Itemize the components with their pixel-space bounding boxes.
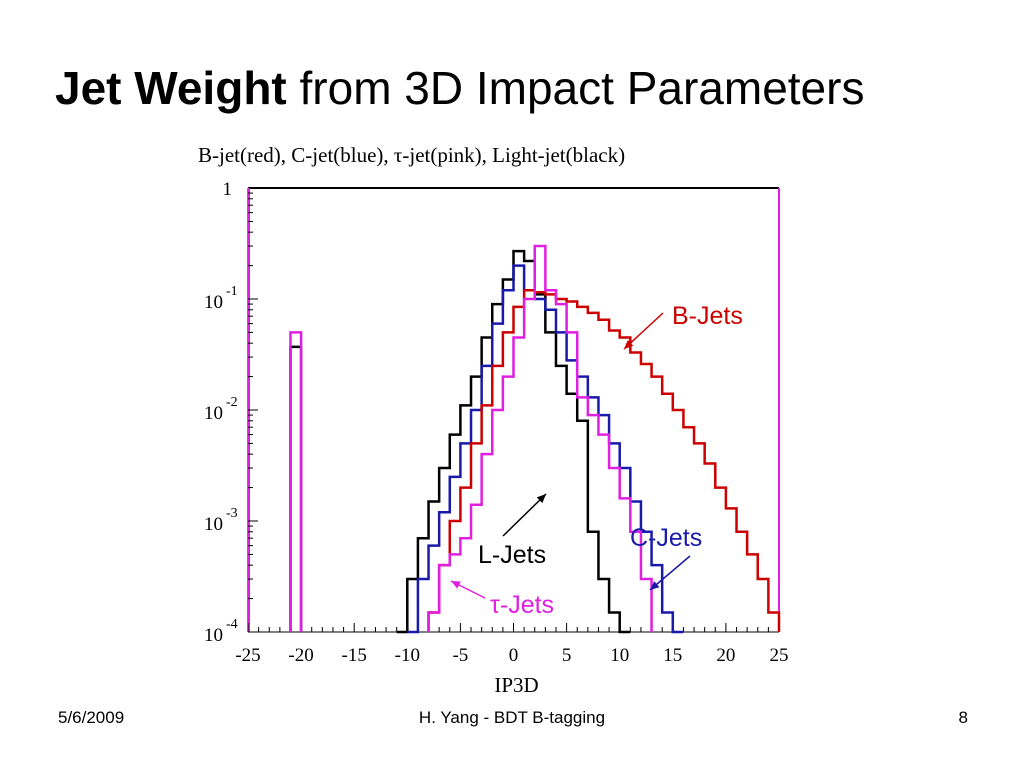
- x-tick-label: -25: [235, 645, 260, 666]
- y-tick-label: 10: [204, 514, 223, 535]
- y-tick-label: 10: [204, 625, 223, 646]
- series-b-jet: [427, 288, 781, 632]
- annotation-arrowhead: [536, 494, 546, 504]
- y-tick-label: 10: [204, 403, 223, 424]
- x-tick-label: 10: [610, 645, 629, 666]
- x-tick-label: -5: [452, 645, 468, 666]
- x-tick-label: 0: [509, 645, 519, 666]
- slide-title: Jet Weight from 3D Impact Parameters: [55, 60, 864, 116]
- annotation-arrowhead: [650, 581, 660, 590]
- y-tick-exponent: -4: [226, 617, 238, 632]
- histogram-step-line: [427, 244, 653, 632]
- x-tick-label: 5: [562, 645, 572, 666]
- x-tick-label: -10: [395, 645, 420, 666]
- annotation-arrow-line: [502, 493, 547, 537]
- x-tick-label: -15: [342, 645, 367, 666]
- series-tau-jet: [289, 244, 653, 632]
- series-c-jet: [407, 264, 684, 634]
- x-tick-label: 25: [770, 645, 789, 666]
- y-tick-exponent: -3: [226, 506, 238, 521]
- histogram-step-line: [427, 288, 781, 632]
- annotation-label: L-Jets: [478, 541, 546, 569]
- spike-bin: [289, 345, 303, 632]
- annotation-arrowhead: [624, 339, 634, 349]
- annotation-arrowhead: [451, 581, 461, 589]
- x-axis-label: IP3D: [494, 673, 538, 697]
- series-light-jet: [289, 249, 631, 634]
- x-tick-label: 20: [716, 645, 735, 666]
- slide-title-rest: from 3D Impact Parameters: [299, 62, 865, 114]
- y-tick-exponent: -2: [226, 395, 238, 410]
- footer-center-text: H. Yang - BDT B-tagging: [418, 708, 606, 727]
- slide-title-bold: Jet Weight: [55, 62, 287, 114]
- chart-title: B-jet(red), C-jet(blue), τ-jet(pink), Li…: [198, 143, 625, 167]
- spike-bin: [289, 331, 303, 632]
- x-tick-label: -20: [288, 645, 313, 666]
- annotation-label: τ-Jets: [490, 591, 554, 619]
- annotation-label: C-Jets: [630, 524, 702, 552]
- x-tick-label: 15: [663, 645, 682, 666]
- y-tick-label: 1: [223, 179, 233, 200]
- annotation-label: B-Jets: [672, 302, 743, 330]
- y-tick-exponent: -1: [226, 284, 238, 299]
- histogram-step-line: [407, 264, 684, 634]
- footer-date: 5/6/2009: [58, 708, 125, 727]
- footer-page-number: 8: [958, 708, 968, 727]
- y-tick-label: 10: [204, 292, 223, 313]
